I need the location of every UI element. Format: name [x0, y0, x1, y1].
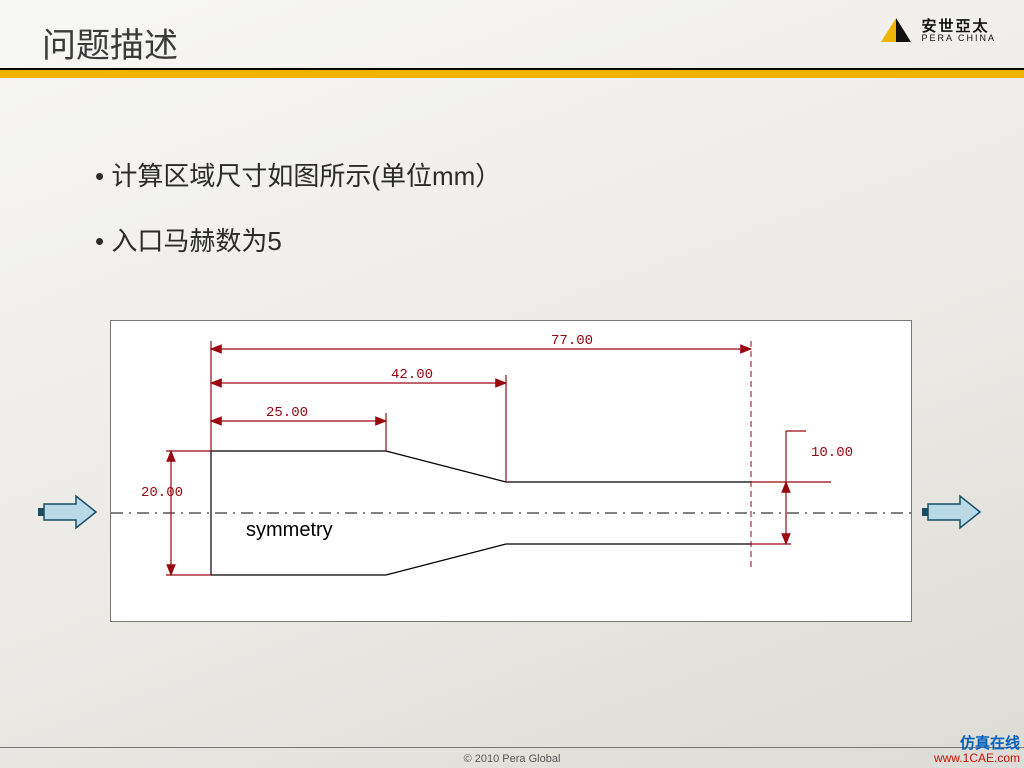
badge-title: 仿真在线 — [934, 735, 1020, 752]
diagram-panel: 77.00 42.00 25.00 20.00 10.00 symmetry — [110, 320, 912, 622]
brand-name-en: PERA CHINA — [921, 34, 996, 43]
slide-title: 问题描述 — [42, 18, 178, 67]
footer-divider — [0, 747, 1024, 748]
flow-arrow-in-icon — [38, 494, 98, 530]
footer-copyright: © 2010 Pera Global — [0, 753, 1024, 765]
bullet-list: 计算区域尺寸如图所示(单位mm） 入口马赫数为5 — [55, 156, 501, 286]
footer-badge: 仿真在线 www.1CAE.com — [934, 735, 1020, 766]
flow-arrow-out-icon — [922, 494, 982, 530]
symmetry-label: symmetry — [246, 519, 333, 541]
dim-20-text: 20.00 — [141, 485, 183, 501]
brand: 安世亞太 PERA CHINA — [879, 16, 996, 46]
engineering-drawing: 77.00 42.00 25.00 20.00 10.00 symmetry — [111, 321, 911, 621]
bullet-item: 入口马赫数为5 — [95, 221, 501, 258]
badge-url: www.1CAE.com — [934, 752, 1020, 766]
dim-25-text: 25.00 — [266, 405, 308, 421]
brand-logo-icon — [879, 16, 913, 46]
dim-42-text: 42.00 — [391, 367, 433, 383]
divider-gold — [0, 70, 1024, 78]
slide: 问题描述 安世亞太 PERA CHINA 计算区域尺寸如图所示(单位mm） 入口… — [0, 0, 1024, 768]
bullet-item: 计算区域尺寸如图所示(单位mm） — [95, 156, 501, 193]
dim-10-text: 10.00 — [811, 445, 853, 461]
part-outline-bottom — [211, 544, 751, 575]
part-outline-top — [211, 451, 751, 482]
brand-name-cn: 安世亞太 — [921, 19, 996, 34]
dim-77-text: 77.00 — [551, 333, 593, 349]
